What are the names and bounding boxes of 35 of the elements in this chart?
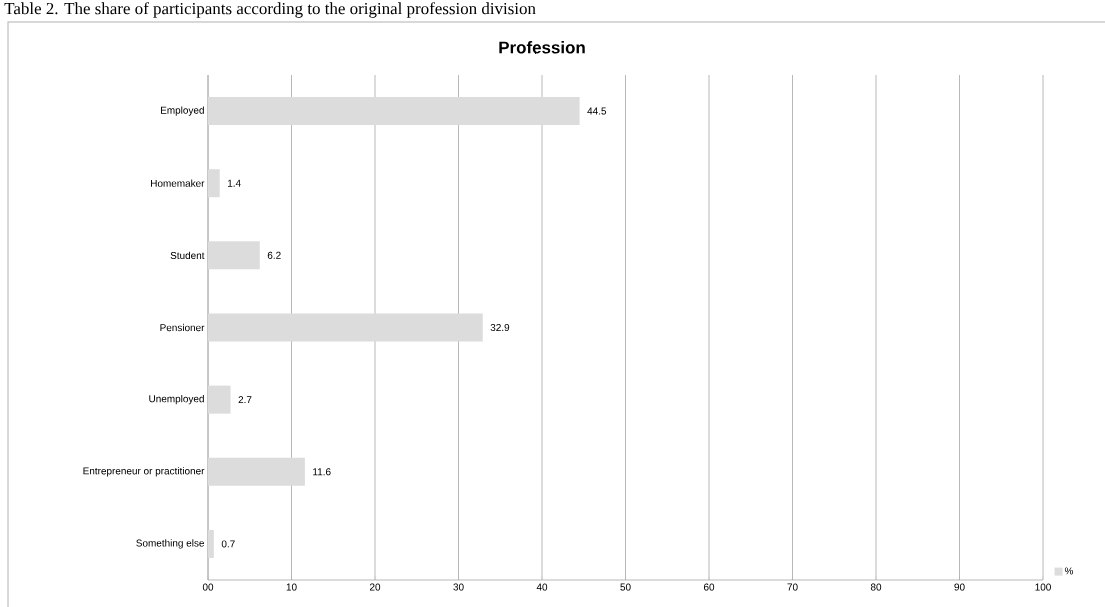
bar xyxy=(208,529,214,558)
x-tick-label: 30 xyxy=(453,583,464,591)
chart-title: Profession xyxy=(499,41,585,54)
x-tick-label: 00 xyxy=(202,583,214,591)
x-tick-label: 70 xyxy=(787,583,798,591)
y-tick-label: Pensioner xyxy=(160,323,205,332)
x-tick-label: 90 xyxy=(954,583,965,591)
y-tick-label: Student xyxy=(170,251,205,260)
y-tick-label: Homemaker xyxy=(151,179,205,187)
bar xyxy=(208,457,305,486)
data-label: 44.5 xyxy=(587,107,607,115)
y-tick-label: Employed xyxy=(161,106,204,116)
y-tick-label: Something else xyxy=(136,539,205,549)
bar xyxy=(208,97,580,126)
data-label: 1.4 xyxy=(227,179,241,187)
x-tick-label: 60 xyxy=(703,583,715,591)
caption: Table 2. The share of participants according to the original profession division xyxy=(4,2,536,18)
data-label: 2.7 xyxy=(238,396,252,404)
x-tick-label: 20 xyxy=(369,583,381,591)
data-label: 11.6 xyxy=(313,468,331,476)
x-tick-label: 100 xyxy=(1035,583,1051,591)
bar xyxy=(208,385,231,414)
y-tick-label: Entrepreneur or practitioner xyxy=(83,467,205,477)
bar xyxy=(208,241,260,270)
data-label: 32.9 xyxy=(490,323,510,332)
x-tick-label: 40 xyxy=(536,583,548,591)
bar xyxy=(208,169,220,198)
x-tick-label: 80 xyxy=(870,583,882,591)
legend-label: % xyxy=(1064,567,1074,575)
data-label: 6.2 xyxy=(267,251,281,259)
x-tick-label: 50 xyxy=(620,583,631,591)
y-tick-label: Unemployed xyxy=(149,394,204,405)
bar xyxy=(208,313,483,342)
data-label: 0.7 xyxy=(221,540,235,548)
x-tick-label: 10 xyxy=(286,583,297,591)
